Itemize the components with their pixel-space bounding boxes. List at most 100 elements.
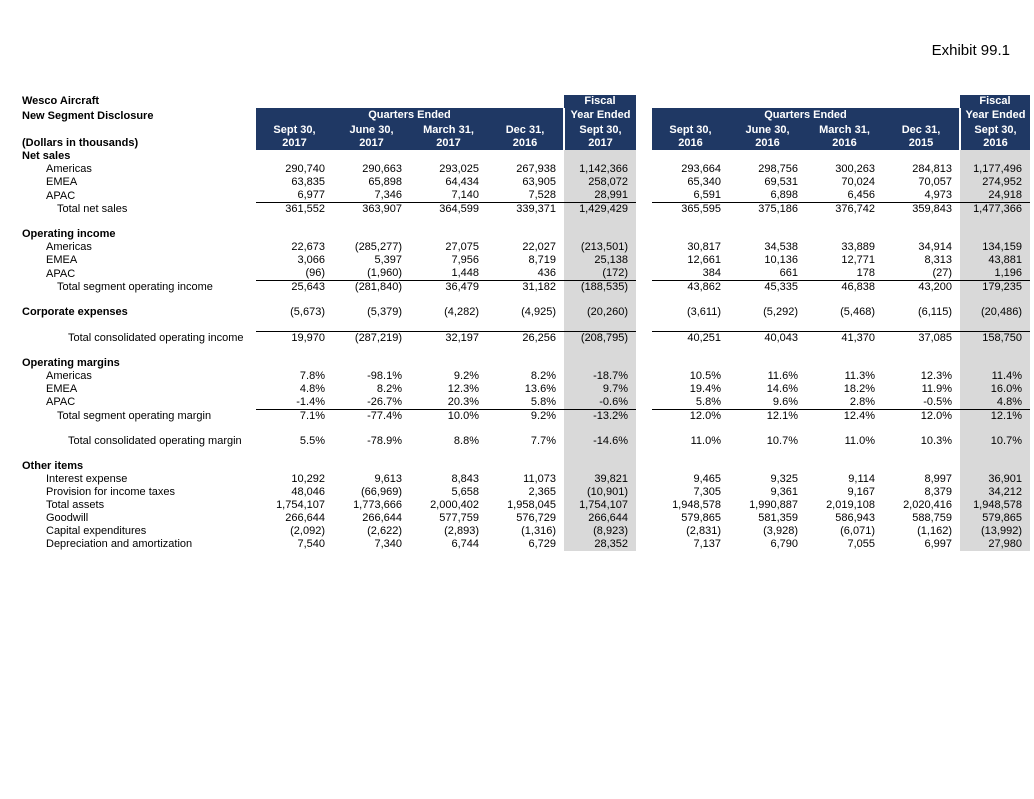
fiscal-word-header-1: Fiscal — [564, 95, 636, 108]
cell-value: (1,316) — [521, 524, 556, 537]
cell-value — [652, 228, 729, 241]
row-label: Operating income — [22, 228, 116, 240]
cell-value: 267,938 — [516, 163, 556, 175]
cell-value — [487, 345, 564, 357]
row-label: Provision for income taxes — [46, 485, 175, 498]
cell-value: 1,477,366 — [960, 202, 1030, 216]
table-row: Depreciation and amortization 7,540 7,340 6… — [22, 537, 1030, 551]
cell-value: 8.2% — [530, 369, 556, 382]
spacer-row — [22, 319, 1030, 331]
cell-value: 7,340 — [374, 537, 402, 550]
cell-value: 8,379 — [924, 485, 952, 498]
cell-value — [806, 319, 883, 331]
cell-value — [564, 344, 636, 357]
cell-value: 10.0% — [410, 408, 487, 423]
cell-value: (20,486) — [960, 306, 1030, 319]
cell-value: (10,901) — [564, 485, 636, 499]
group-gap — [636, 176, 652, 189]
cell-value: -26.7% — [367, 395, 402, 408]
cell-value — [487, 423, 564, 435]
group-gap — [636, 525, 652, 538]
cell-value: 70,057 — [918, 176, 952, 188]
cell-value: 63,905 — [522, 176, 556, 188]
cell-value: 43,200 — [883, 280, 960, 294]
cell-value — [652, 345, 729, 357]
quarter-date-header: June 30, 2017 — [333, 123, 410, 150]
cell-value — [729, 423, 806, 435]
cell-value: (172) — [564, 267, 636, 281]
row-label: Total segment operating income — [57, 281, 213, 293]
cell-value: 11.4% — [960, 369, 1030, 383]
quarter-date-header: March 31, 2016 — [806, 123, 883, 150]
cell-value — [410, 150, 487, 163]
cell-value: (2,893) — [444, 524, 479, 537]
cell-value — [652, 294, 729, 306]
group-gap — [636, 150, 652, 163]
row-label: Depreciation and amortization — [46, 537, 193, 550]
cell-value: 45,335 — [729, 280, 806, 294]
cell-value — [410, 216, 487, 228]
exhibit-label: Exhibit 99.1 — [931, 42, 1010, 59]
cell-value — [729, 216, 806, 228]
cell-value: (5,292) — [763, 306, 798, 318]
cell-value: 10,292 — [291, 472, 325, 485]
cell-value: 18.2% — [843, 382, 875, 395]
cell-value: 14.6% — [766, 382, 798, 395]
cell-value — [333, 216, 410, 228]
cell-value: 9.2% — [487, 408, 564, 423]
cell-value: 6,456 — [847, 189, 875, 201]
header-spacer — [652, 95, 960, 108]
cell-value: 12.0% — [652, 408, 729, 423]
cell-value: 36,901 — [960, 472, 1030, 486]
cell-value: 661 — [779, 267, 798, 279]
cell-value: (96) — [305, 267, 325, 279]
cell-value — [410, 448, 487, 460]
group-gap — [636, 538, 652, 551]
table-row: Net sales — [22, 150, 1030, 163]
cell-value: 365,595 — [652, 202, 729, 216]
cell-value: 290,740 — [285, 163, 325, 175]
table-row: Operating margins — [22, 356, 1030, 370]
cell-value: 11.3% — [844, 369, 875, 382]
cell-value: 12,661 — [687, 254, 721, 266]
cell-value — [487, 150, 564, 163]
cell-value — [652, 319, 729, 331]
row-label: Operating margins — [22, 356, 120, 369]
cell-value — [487, 216, 564, 228]
group-gap — [636, 228, 652, 241]
cell-value: 24,918 — [960, 189, 1030, 203]
cell-value: 19.4% — [689, 382, 721, 395]
cell-value — [333, 423, 410, 435]
table-row: EMEA 4.8% 8.2% 12.3% 13.6% 9.7% 19.4% 14.6% 18.2… — [22, 382, 1030, 396]
group-gap — [636, 473, 652, 486]
cell-value: 10.5% — [689, 369, 721, 382]
cell-value — [652, 357, 729, 370]
cell-value: (188,535) — [564, 280, 636, 294]
cell-value: 12.1% — [729, 408, 806, 423]
cell-value — [652, 423, 729, 435]
cell-value — [729, 460, 806, 473]
row-label: Capital expenditures — [46, 524, 147, 537]
cell-value — [256, 216, 333, 228]
cell-value — [652, 448, 729, 460]
cell-value — [487, 294, 564, 306]
cell-value: 1,754,107 — [564, 498, 636, 512]
cell-value: (2,092) — [290, 524, 325, 537]
cell-value: 5.8% — [695, 395, 721, 408]
cell-value: -1.4% — [296, 395, 325, 408]
row-label: Total consolidated operating margin — [68, 434, 242, 447]
table-row: APAC 6,977 7,346 7,140 7,528 28,991 6,591 6,898… — [22, 189, 1030, 203]
cell-value: 7,055 — [847, 537, 875, 550]
fiscal-date-header-1: Sept 30, 2017 — [563, 123, 636, 150]
table-row: Capital expenditures (2,092) (2,622) (2,893… — [22, 524, 1030, 538]
cell-value: 9.6% — [772, 395, 798, 408]
cell-value: 7.7% — [530, 434, 556, 447]
cell-value: 40,251 — [652, 330, 729, 345]
cell-value: 1,990,887 — [749, 498, 798, 511]
cell-value: 9,325 — [770, 472, 798, 485]
title-units: (Dollars in thousands) — [22, 137, 139, 149]
cell-value: 1,429,429 — [564, 202, 636, 216]
cell-value: (5,379) — [367, 306, 402, 318]
table-row: Total consolidated operating margin 5.5% -… — [22, 434, 1030, 448]
cell-value: 339,371 — [487, 202, 564, 216]
